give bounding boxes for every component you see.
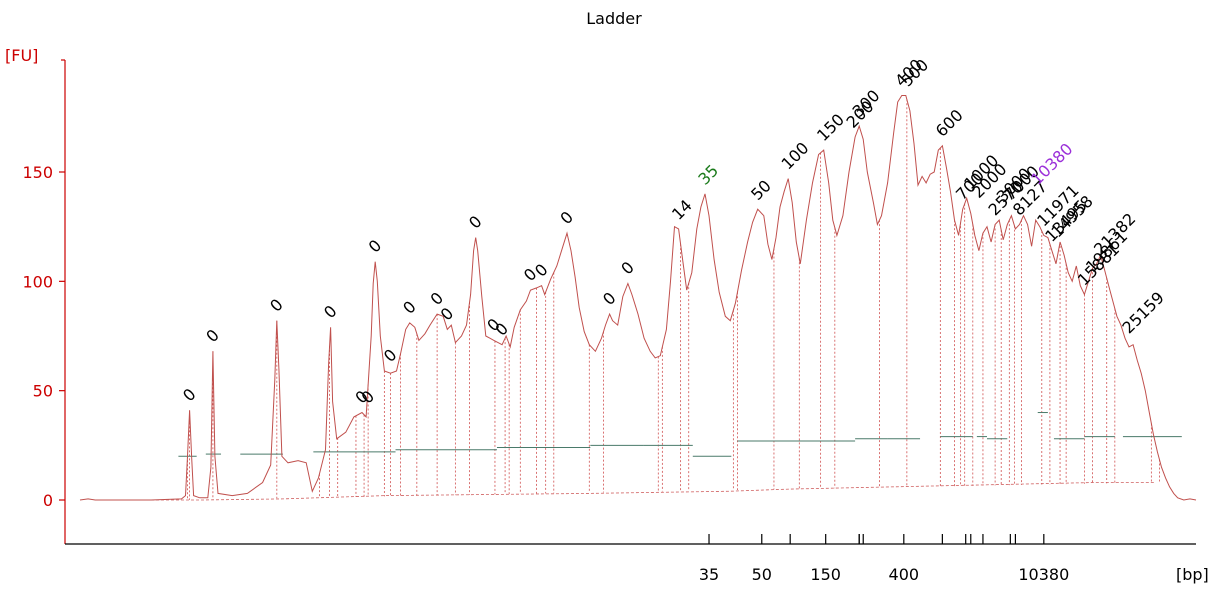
peak-label: 0 [617, 258, 638, 279]
peak-label: 50 [747, 176, 775, 204]
peak-label: 0 [399, 297, 420, 318]
peak-label: 0 [437, 304, 458, 325]
x-tick-label: 50 [752, 565, 772, 584]
baseline-line [151, 482, 1156, 501]
y-tick-label: 100 [22, 272, 53, 291]
peak-label: 0 [320, 301, 341, 322]
peak-label: 100 [778, 138, 813, 173]
peak-label: 35 [694, 161, 722, 189]
peak-label: 0 [266, 295, 287, 316]
chart-title: Ladder [586, 9, 642, 28]
peak-label: 0 [599, 288, 620, 309]
y-axis: 0 50 100 150 [22, 59, 66, 544]
peak-label: 0 [556, 207, 577, 228]
peak-label: 25159 [1118, 288, 1167, 337]
plot-area [79, 95, 1197, 501]
peak-label: 0 [365, 236, 386, 257]
x-axis-label: [bp] [1176, 565, 1209, 584]
y-axis-label: [FU] [5, 46, 38, 65]
peak-label: 0 [465, 212, 486, 233]
x-tick-label: 150 [810, 565, 841, 584]
peak-label: 14 [668, 196, 696, 224]
x-tick-label: 35 [699, 565, 719, 584]
fluorescence-trace [79, 95, 1197, 501]
x-tick-label: 10380 [1018, 565, 1069, 584]
x-axis: 35 50 150 400 10380 [65, 534, 1196, 584]
peak-label: 600 [932, 106, 967, 141]
y-tick-label: 0 [43, 491, 53, 510]
y-tick-label: 150 [22, 163, 53, 182]
peak-label: 150 [813, 110, 848, 145]
peak-label: 0 [179, 385, 200, 406]
peak-label: 0 [491, 319, 512, 340]
peak-label: 0 [202, 325, 223, 346]
x-tick-label: 400 [889, 565, 920, 584]
y-tick-label: 50 [33, 382, 53, 401]
